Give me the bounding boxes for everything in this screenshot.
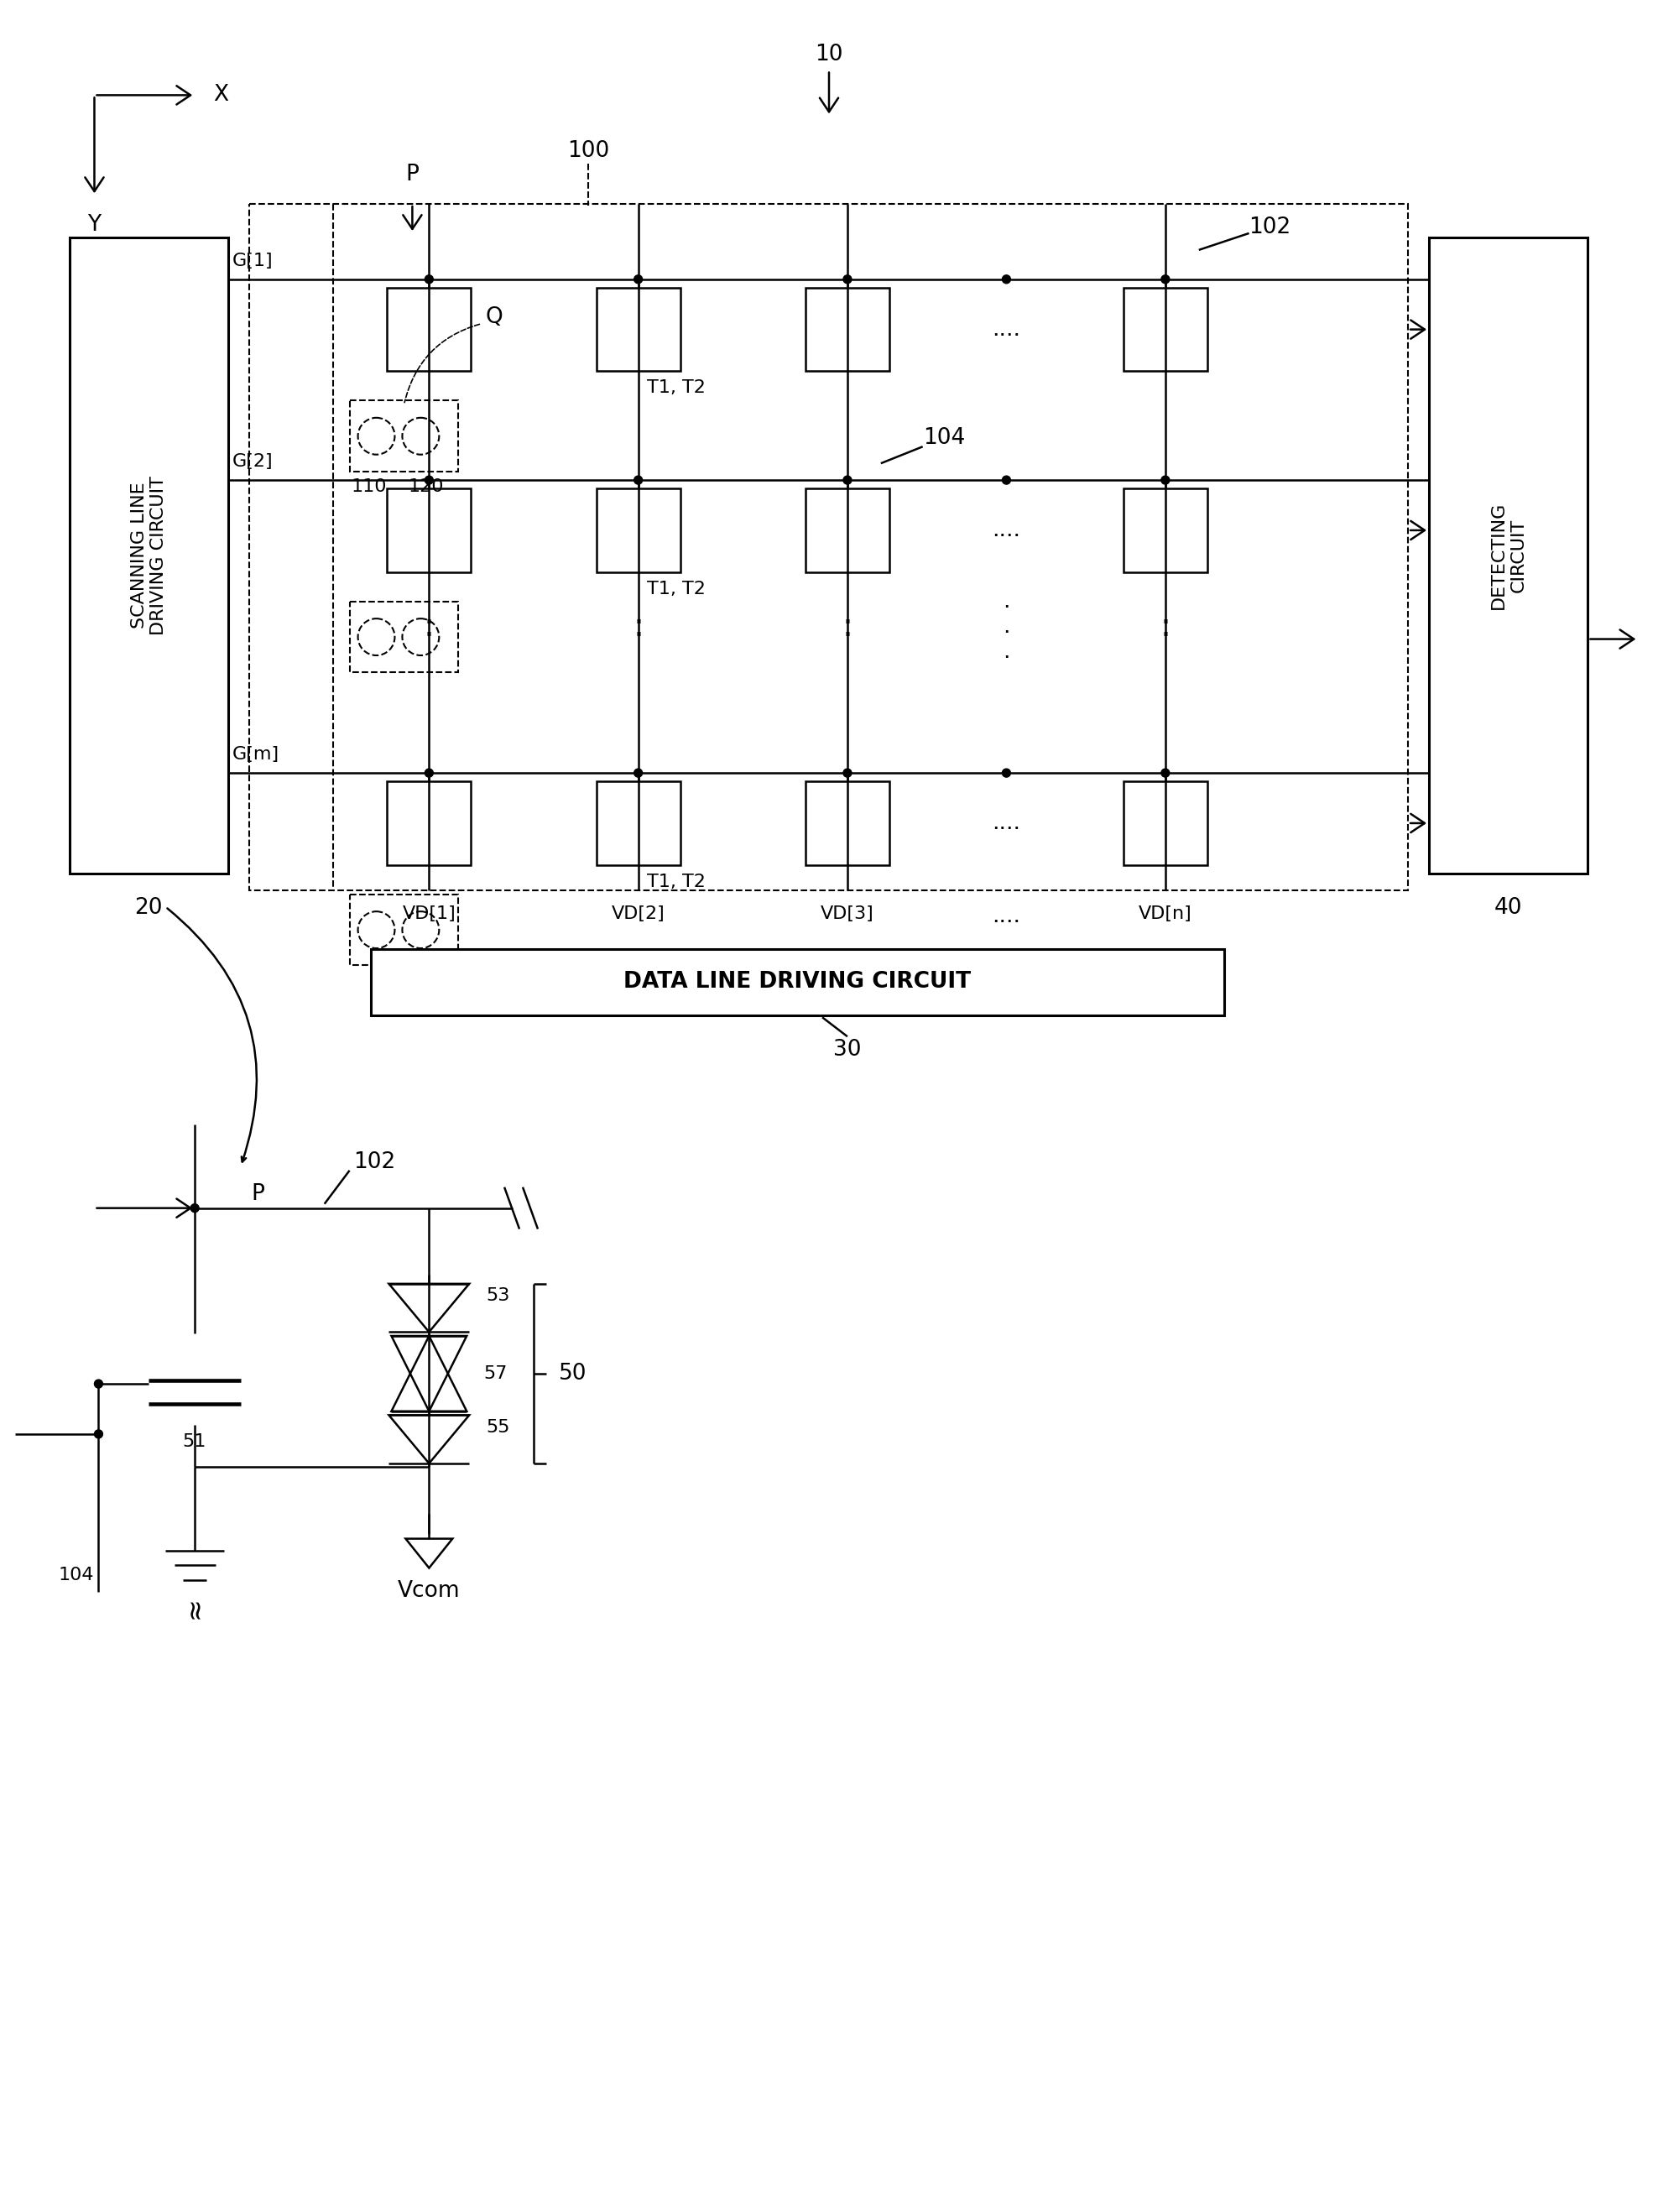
Bar xyxy=(597,288,680,372)
Text: VD[n]: VD[n] xyxy=(1139,905,1192,922)
Bar xyxy=(370,949,1224,1015)
Bar xyxy=(1429,237,1588,874)
Text: Y: Y xyxy=(88,215,101,237)
Text: 20: 20 xyxy=(134,896,162,918)
Circle shape xyxy=(633,770,642,776)
Circle shape xyxy=(424,274,433,283)
Bar xyxy=(597,781,680,865)
Text: T1, T2: T1, T2 xyxy=(647,380,705,396)
Circle shape xyxy=(424,476,433,484)
Circle shape xyxy=(633,476,642,484)
Circle shape xyxy=(1001,274,1011,283)
Text: 57: 57 xyxy=(484,1365,507,1382)
Text: G[2]: G[2] xyxy=(232,453,274,469)
Text: 100: 100 xyxy=(567,139,608,161)
Text: DATA LINE DRIVING CIRCUIT: DATA LINE DRIVING CIRCUIT xyxy=(623,971,972,993)
Bar xyxy=(388,489,471,573)
Text: ....: .... xyxy=(991,520,1021,542)
Bar xyxy=(350,602,458,672)
Text: 51: 51 xyxy=(182,1433,206,1451)
Text: ....: .... xyxy=(991,905,1021,927)
Text: ≈: ≈ xyxy=(182,1597,207,1619)
Text: ....: .... xyxy=(991,812,1021,834)
Circle shape xyxy=(424,770,433,776)
Bar xyxy=(249,204,1408,889)
Circle shape xyxy=(95,1429,103,1438)
Text: :: : xyxy=(423,611,434,641)
Text: P: P xyxy=(406,164,419,186)
Text: ....: .... xyxy=(991,319,1021,341)
Bar xyxy=(388,288,471,372)
Text: :: : xyxy=(842,611,852,641)
Text: 10: 10 xyxy=(816,44,842,64)
Text: G[1]: G[1] xyxy=(232,252,274,270)
Text: VD[3]: VD[3] xyxy=(821,905,874,922)
Circle shape xyxy=(844,274,852,283)
Circle shape xyxy=(633,274,642,283)
Text: 55: 55 xyxy=(486,1418,511,1436)
Bar xyxy=(1124,781,1207,865)
Text: Vcom: Vcom xyxy=(398,1582,461,1601)
Text: SCANNING LINE
DRIVING CIRCUIT: SCANNING LINE DRIVING CIRCUIT xyxy=(131,476,167,635)
Circle shape xyxy=(191,1203,199,1212)
Text: VD[2]: VD[2] xyxy=(612,905,665,922)
Bar xyxy=(350,400,458,471)
Circle shape xyxy=(844,476,852,484)
Text: P: P xyxy=(250,1183,264,1206)
Bar xyxy=(350,894,458,964)
Text: 104: 104 xyxy=(924,427,965,449)
Text: VD[1]: VD[1] xyxy=(403,905,456,922)
Text: 53: 53 xyxy=(486,1287,509,1305)
Text: 30: 30 xyxy=(834,1040,862,1062)
Bar xyxy=(388,781,471,865)
Bar xyxy=(806,489,889,573)
Text: X: X xyxy=(214,84,229,106)
Text: 102: 102 xyxy=(353,1150,396,1172)
Bar xyxy=(597,489,680,573)
Bar xyxy=(806,288,889,372)
Text: 110: 110 xyxy=(351,478,386,495)
Text: 40: 40 xyxy=(1494,896,1522,918)
Bar xyxy=(1124,489,1207,573)
Circle shape xyxy=(1161,274,1169,283)
Circle shape xyxy=(844,770,852,776)
Bar xyxy=(806,781,889,865)
Text: :: : xyxy=(1161,611,1171,641)
Bar xyxy=(70,237,229,874)
Circle shape xyxy=(1001,770,1011,776)
Text: T1, T2: T1, T2 xyxy=(647,580,705,597)
Circle shape xyxy=(1161,770,1169,776)
Circle shape xyxy=(1161,476,1169,484)
Text: 120: 120 xyxy=(408,478,444,495)
Text: T1, T2: T1, T2 xyxy=(647,874,705,889)
Text: 102: 102 xyxy=(1248,217,1292,239)
Text: G[m]: G[m] xyxy=(232,745,280,763)
Text: DETECTING
CIRCUIT: DETECTING CIRCUIT xyxy=(1491,502,1527,608)
Text: .
.
.: . . . xyxy=(1003,591,1010,664)
Text: :: : xyxy=(633,611,643,641)
Bar xyxy=(1124,288,1207,372)
Text: Q: Q xyxy=(486,305,502,327)
Text: 50: 50 xyxy=(559,1363,587,1385)
Circle shape xyxy=(95,1380,103,1387)
Text: 104: 104 xyxy=(58,1566,95,1584)
Circle shape xyxy=(1001,476,1011,484)
